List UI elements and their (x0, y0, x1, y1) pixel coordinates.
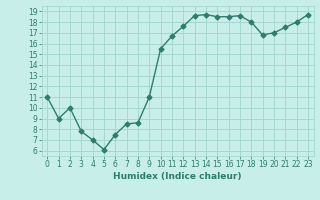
X-axis label: Humidex (Indice chaleur): Humidex (Indice chaleur) (113, 172, 242, 181)
